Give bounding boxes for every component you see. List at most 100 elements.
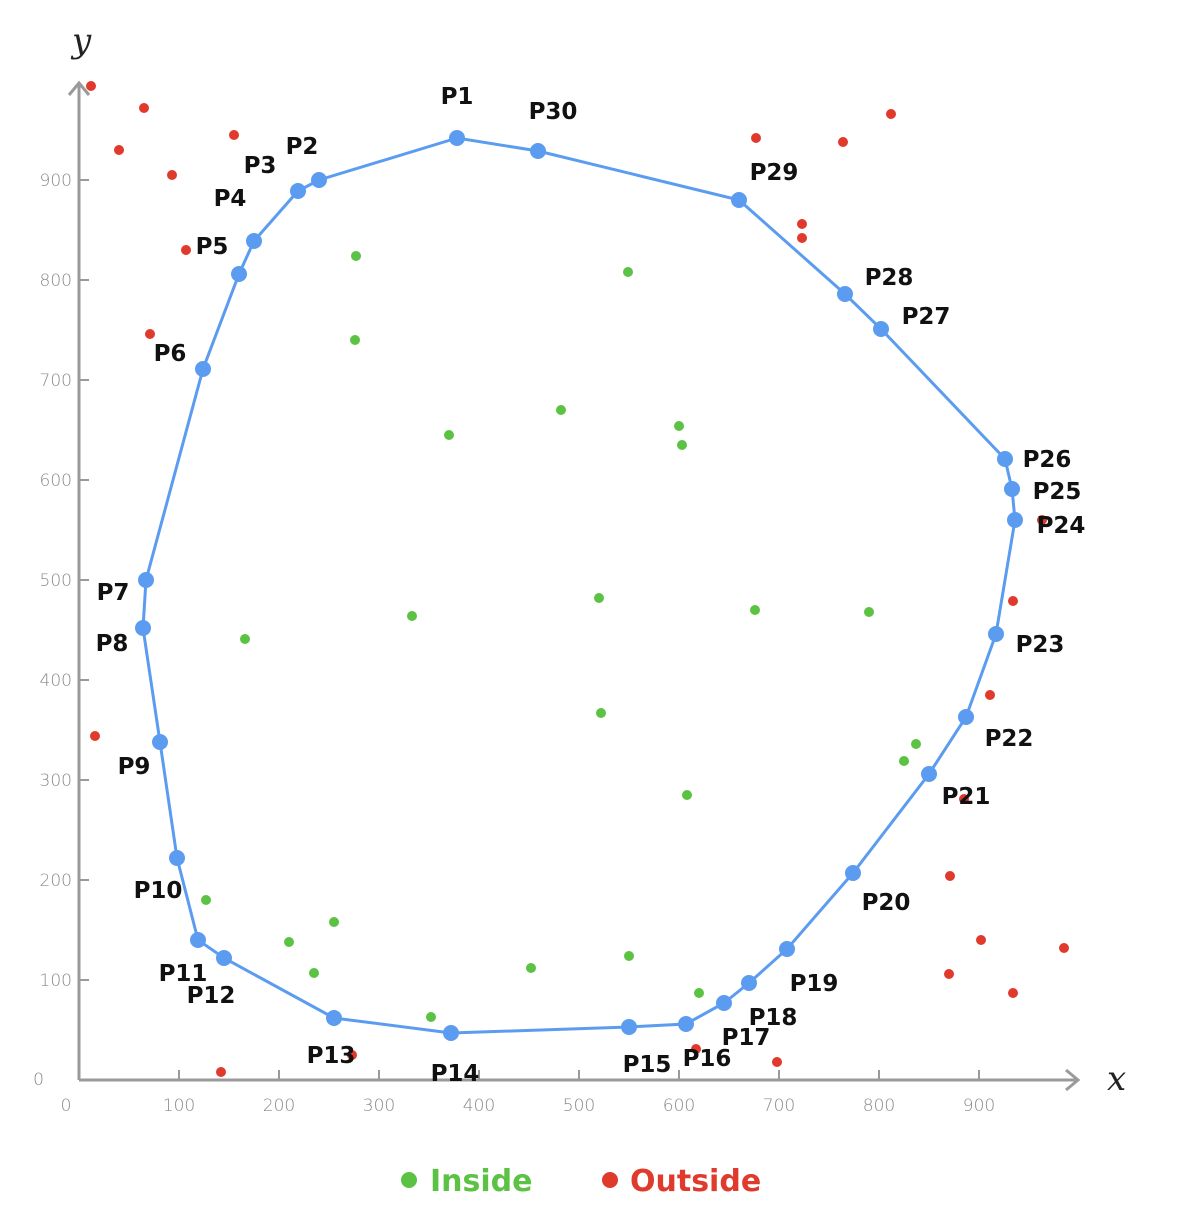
x-axis-label: x: [1107, 1059, 1126, 1099]
inside-point: [750, 605, 760, 615]
polygon-vertex: [678, 1016, 694, 1032]
outside-point: [1037, 515, 1047, 525]
outside-point: [886, 109, 896, 119]
outside-point: [347, 1050, 357, 1060]
vertex-label: P12: [187, 983, 236, 1009]
outside-point: [1008, 988, 1018, 998]
polygon-vertex: [449, 130, 465, 146]
inside-point: [240, 634, 250, 644]
vertex-label: P27: [902, 304, 951, 330]
outside-point: [945, 871, 955, 881]
inside-point: [911, 739, 921, 749]
polygon-vertex: [152, 734, 168, 750]
inside-point: [284, 937, 294, 947]
outside-point: [976, 935, 986, 945]
vertex-label: P8: [96, 631, 129, 657]
vertex-label: P14: [431, 1061, 480, 1087]
inside-point: [309, 968, 319, 978]
outside-point: [1059, 943, 1069, 953]
outside-point: [772, 1057, 782, 1067]
inside-point: [350, 335, 360, 345]
inside-point: [329, 917, 339, 927]
y-tick-label: 0: [33, 1070, 44, 1090]
vertex-label: P4: [214, 186, 247, 212]
x-tick-label: 300: [363, 1096, 395, 1116]
inside-points: [201, 251, 921, 1022]
vertex-label: P16: [683, 1046, 732, 1072]
outside-point: [797, 219, 807, 229]
vertex-label: P11: [159, 961, 208, 987]
y-tick-label: 200: [40, 871, 72, 891]
outside-point: [944, 969, 954, 979]
inside-point: [682, 790, 692, 800]
outside-point: [145, 329, 155, 339]
polygon-vertex: [190, 932, 206, 948]
inside-point: [624, 951, 634, 961]
y-tick-label: 600: [40, 471, 72, 491]
inside-point: [899, 756, 909, 766]
inside-point: [556, 405, 566, 415]
inside-point: [623, 267, 633, 277]
outside-point: [797, 233, 807, 243]
legend-marker-outside: [602, 1172, 618, 1188]
x-axis-arrowhead: [1065, 1068, 1081, 1092]
polygon-vertex: [741, 975, 757, 991]
polygon-vertex: [716, 995, 732, 1011]
inside-point: [674, 421, 684, 431]
legend: Inside Outside: [401, 1164, 761, 1199]
axes: x y: [67, 21, 1126, 1099]
x-tick-label: 800: [863, 1096, 895, 1116]
x-tick-label: 900: [963, 1096, 995, 1116]
y-tick-label: 800: [40, 271, 72, 291]
polygon-vertex: [845, 865, 861, 881]
legend-marker-inside: [401, 1172, 417, 1188]
vertex-label: P21: [942, 784, 991, 810]
vertex-label: P15: [623, 1052, 672, 1078]
vertex-label: P20: [862, 890, 911, 916]
vertex-label: P25: [1033, 479, 1082, 505]
polygon-vertex: [958, 709, 974, 725]
x-tick-label: 200: [263, 1096, 295, 1116]
outside-point: [229, 130, 239, 140]
inside-point: [594, 593, 604, 603]
polygon-vertex: [246, 233, 262, 249]
outside-point: [216, 1067, 226, 1077]
polygon-vertex: [921, 766, 937, 782]
outside-point: [751, 133, 761, 143]
polygon-vertex: [311, 172, 327, 188]
vertex-label: P18: [749, 1005, 798, 1031]
polygon-vertex: [169, 850, 185, 866]
vertex-label: P24: [1037, 513, 1086, 539]
vertex-label: P9: [118, 754, 151, 780]
polygon-vertex: [135, 620, 151, 636]
inside-point: [694, 988, 704, 998]
inside-point: [426, 1012, 436, 1022]
polygon-vertex: [873, 321, 889, 337]
polygon-vertex: [779, 941, 795, 957]
x-tick-label: 700: [763, 1096, 795, 1116]
polygon-vertex: [326, 1010, 342, 1026]
polygon-vertex: [195, 361, 211, 377]
vertex-label: P13: [307, 1043, 356, 1069]
polygon-vertex: [731, 192, 747, 208]
y-tick-label: 400: [40, 671, 72, 691]
y-axis-arrowhead: [67, 80, 91, 96]
outside-points: [86, 81, 1069, 1077]
outside-point: [90, 731, 100, 741]
vertex-label: P7: [97, 580, 130, 606]
polygon-vertex: [837, 286, 853, 302]
polygon-vertex: [1004, 481, 1020, 497]
vertex-label: P19: [790, 971, 839, 997]
vertex-label: P22: [985, 726, 1034, 752]
inside-point: [864, 607, 874, 617]
outside-point: [1008, 596, 1018, 606]
outside-point: [959, 794, 969, 804]
vertex-label: P23: [1016, 632, 1065, 658]
polygon-vertex: [216, 950, 232, 966]
polygon-vertex: [997, 451, 1013, 467]
y-tick-label: 500: [40, 571, 72, 591]
x-tick-label: 0: [61, 1096, 72, 1116]
polygon-vertex: [1007, 512, 1023, 528]
